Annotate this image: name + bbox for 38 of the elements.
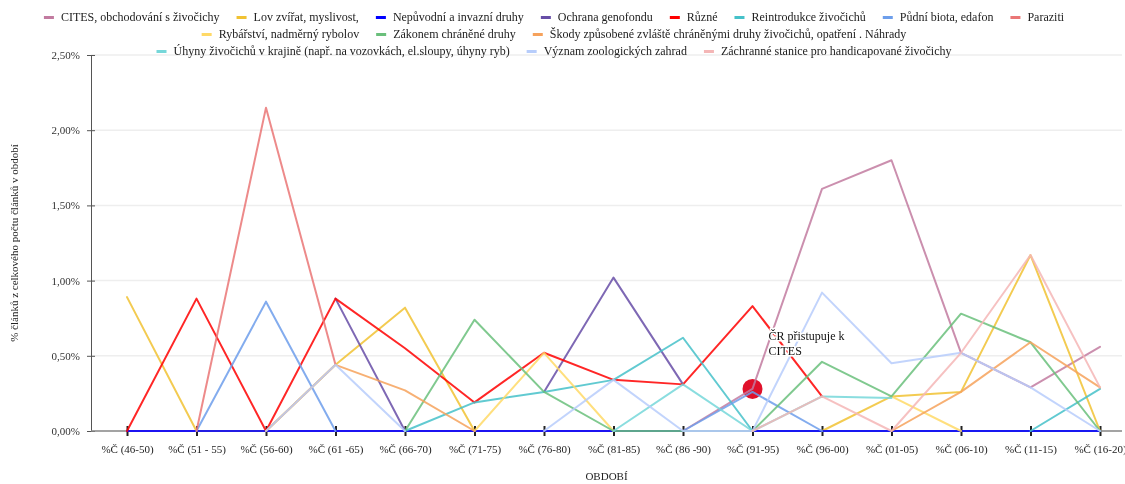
x-axis-title: OBDOBÍ xyxy=(585,470,628,482)
line-series xyxy=(751,254,1101,432)
legend-label: Reintrodukce živočichů xyxy=(751,10,866,24)
x-tick-label: %Č (96-00) xyxy=(796,442,849,456)
line-series xyxy=(404,312,1101,432)
y-axis-title: % článků z celkového počtu článků v období xyxy=(8,144,20,342)
x-tick-label: %Č (71-75) xyxy=(448,442,502,456)
legend-label: Půdní biota, edafon xyxy=(899,10,994,24)
legend-label: Ochrana genofondu xyxy=(557,10,653,24)
x-tick-label: %Č (01-05) xyxy=(865,442,919,456)
x-tick-label: %Č (86 -90) xyxy=(656,442,712,456)
x-tick-label: %Č (66-70) xyxy=(379,442,432,456)
x-tick-label: %Č (56-60) xyxy=(240,442,293,456)
x-tick-label: %Č (61 -65) xyxy=(308,442,364,456)
x-tick-label: %Č (91-95) xyxy=(726,442,780,456)
y-tick-label: 2,50% xyxy=(51,49,80,62)
x-tick-label: %Č (46-50) xyxy=(101,442,154,456)
y-tick-label: 0,50% xyxy=(51,349,80,362)
y-tick-label: 2,00% xyxy=(51,124,80,137)
legend-label: Paraziti xyxy=(1027,10,1065,24)
x-tick-label: %Č (81-85) xyxy=(587,442,641,456)
legend-label: Různé xyxy=(686,10,718,24)
x-tick-label: %Č (76-80) xyxy=(518,442,571,456)
x-tick-label: %Č (06-10) xyxy=(935,442,988,456)
y-tick-label: 1,00% xyxy=(51,274,80,287)
legend-label: Záchranné stanice pro handicapované živočichy xyxy=(720,44,952,58)
x-tick-label: %Č (51 - 55) xyxy=(168,442,227,456)
x-tick-label: %Č (11-15) xyxy=(1005,442,1058,456)
legend-label: Zákonem chráněné druhy xyxy=(393,27,516,41)
legend-label: Rybářství, nadměrný rybolov xyxy=(218,27,360,41)
legend-label: Úhyny živočichů v krajině (např. na vozovkách, el.sloupy, úhyny ryb) xyxy=(173,44,510,58)
legend-label: Škody způsobené zvláště chráněnými druhy živočichů, opatření . Náhrady xyxy=(549,27,907,41)
legend-label: Význam zoologických zahrad xyxy=(543,44,687,58)
y-tick-label: 1,50% xyxy=(51,199,80,212)
y-tick-label: 0,00% xyxy=(51,425,80,438)
legend-label: Lov zvířat, myslivost, xyxy=(253,10,359,24)
legend-label: CITES, obchodování s živočichy xyxy=(60,10,220,24)
legend-label: Nepůvodní a invazní druhy xyxy=(392,10,524,24)
